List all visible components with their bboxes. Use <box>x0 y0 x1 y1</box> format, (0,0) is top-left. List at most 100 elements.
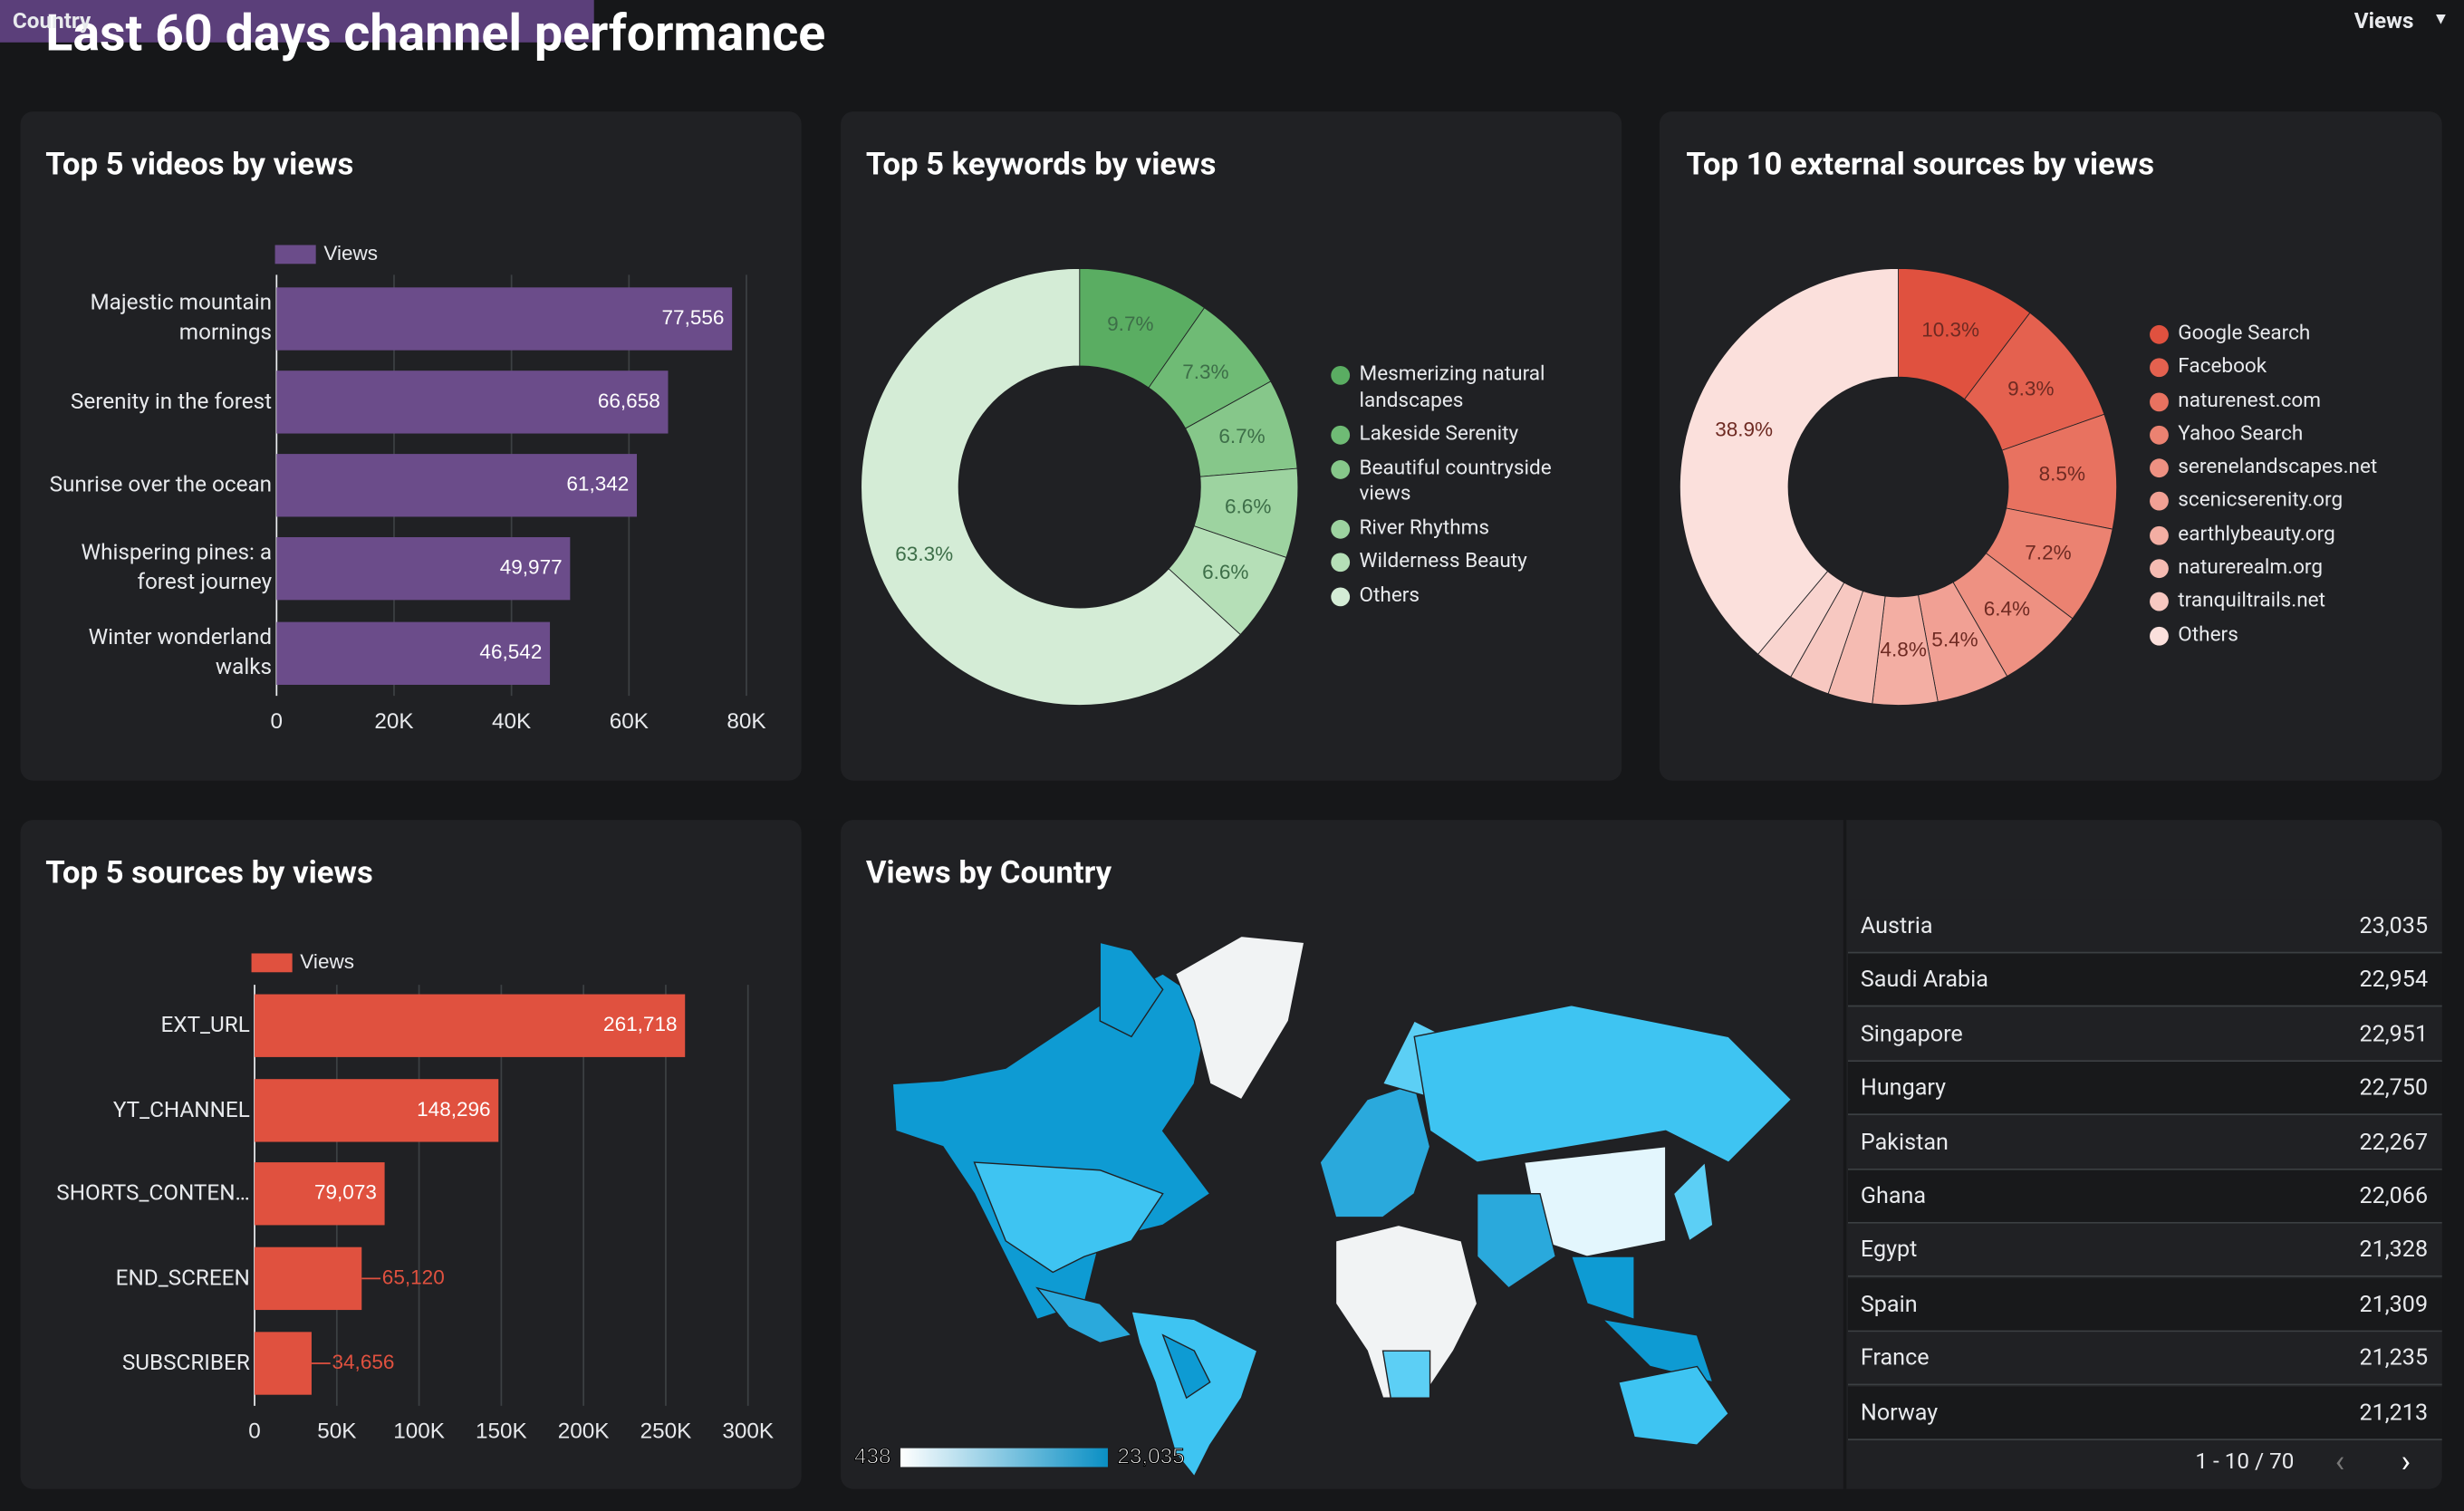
cell: 22,267 <box>2359 1128 2429 1156</box>
legend-swatch <box>1331 519 1351 538</box>
data-label: 63.3% <box>895 543 953 565</box>
data-label: 61,342 <box>566 473 629 496</box>
cell: 22,951 <box>2359 1020 2429 1048</box>
color-scale <box>900 1448 1108 1468</box>
bar <box>276 454 638 517</box>
legend-label: Lakeside Serenity <box>1359 422 1519 447</box>
data-label: 65,120 <box>382 1266 445 1288</box>
data-label: 261,718 <box>603 1013 677 1035</box>
bar <box>255 1332 312 1395</box>
legend-label: tranquiltrails.net <box>2178 589 2325 613</box>
legend-item: naturenest.com <box>2150 389 2417 415</box>
legend-swatch <box>1331 586 1351 606</box>
bar <box>276 536 571 601</box>
legend-label: serenelandscapes.net <box>2178 456 2378 480</box>
legend-swatch <box>2150 425 2169 445</box>
sort-icon[interactable]: ▾ <box>2436 7 2446 29</box>
map-title: Views by Country <box>865 852 1112 891</box>
chart-title: Top 5 keywords by views <box>865 144 1217 183</box>
table-row: Austria 23,035 <box>1848 900 2442 954</box>
data-label: 9.3% <box>2007 378 2054 400</box>
cell: Egypt <box>1860 1237 1918 1264</box>
x-tick-label: 40K <box>492 709 531 734</box>
legend-item: Beautiful countryside views <box>1331 457 1566 508</box>
column-header: Views <box>2353 9 2414 35</box>
cell: 21,235 <box>2359 1344 2429 1372</box>
scale-max-label: 23,035 <box>1117 1444 1184 1468</box>
data-label: 6.7% <box>1218 425 1265 448</box>
legend: Google Search Facebook naturenest.com Yahoo… <box>2150 322 2417 649</box>
legend-item: Others <box>1331 583 1566 610</box>
legend-swatch <box>2150 391 2169 411</box>
table-row: Singapore 22,951 <box>1848 1007 2442 1062</box>
cell: France <box>1860 1344 1930 1372</box>
legend-label: Wilderness Beauty <box>1359 549 1527 573</box>
bar <box>276 371 669 434</box>
column-header: Country <box>12 9 91 35</box>
chart-title: Top 10 external sources by views <box>1686 144 2155 183</box>
table-row: Norway 21,213 <box>1848 1386 2442 1440</box>
cell: Saudi Arabia <box>1860 967 1988 994</box>
x-tick-label: 250K <box>640 1420 692 1444</box>
legend-swatch <box>2150 358 2169 378</box>
legend-label: earthlybeauty.org <box>2178 523 2335 547</box>
legend-item: tranquiltrails.net <box>2150 590 2417 616</box>
next-page[interactable]: › <box>2401 1441 2411 1480</box>
bar <box>255 1079 499 1142</box>
cell: 21,328 <box>2359 1237 2429 1264</box>
legend-item: scenicserenity.org <box>2150 489 2417 515</box>
legend-item: naturerealm.org <box>2150 556 2417 582</box>
legend-swatch <box>2150 559 2169 579</box>
cell: Spain <box>1860 1290 1918 1318</box>
y-tick-label: EXT_URL <box>160 1012 250 1038</box>
legend-item: Wilderness Beauty <box>1331 550 1566 576</box>
data-label: 46,542 <box>479 640 542 663</box>
legend-label: Views <box>323 242 378 265</box>
y-tick-label: Sunrise over the ocean <box>49 472 273 497</box>
world-map <box>891 935 1793 1478</box>
y-tick-label: SHORTS_CONTEN… <box>56 1180 250 1206</box>
table-row: Pakistan 22,267 <box>1848 1116 2442 1170</box>
data-label: 6.6% <box>1202 561 1248 583</box>
y-tick-label: Winter wonderland walks <box>88 625 273 680</box>
legend-item: Yahoo Search <box>2150 422 2417 448</box>
cell: Austria <box>1860 912 1933 939</box>
legend-item: Lakeside Serenity <box>1331 422 1566 448</box>
cell: 21,213 <box>2359 1399 2429 1426</box>
cell: 22,750 <box>2359 1074 2429 1102</box>
table-row: France 21,235 <box>1848 1332 2442 1386</box>
donut-slice <box>1680 268 1899 655</box>
legend-swatch <box>2150 324 2169 344</box>
legend-item: Facebook <box>2150 355 2417 381</box>
bar <box>255 994 686 1057</box>
legend-label: Beautiful countryside views <box>1359 456 1552 506</box>
x-tick-label: 150K <box>476 1420 527 1444</box>
legend-label: Facebook <box>2178 355 2267 380</box>
bar <box>276 621 551 685</box>
data-label: 77,556 <box>662 306 725 329</box>
y-tick-label: Whispering pines: a forest journey <box>81 540 273 596</box>
cell: 21,309 <box>2359 1290 2429 1318</box>
table-row: Spain 21,309 <box>1848 1278 2442 1332</box>
bar <box>255 1162 385 1226</box>
legend-label: Google Search <box>2178 322 2311 346</box>
cell: 22,954 <box>2359 967 2429 994</box>
prev-page[interactable]: ‹ <box>2334 1441 2345 1480</box>
x-tick-label: 20K <box>374 709 413 734</box>
cell: Singapore <box>1860 1020 1963 1048</box>
donut-slice <box>861 268 1241 706</box>
table-row: Saudi Arabia 22,954 <box>1848 954 2442 1008</box>
data-label: 6.6% <box>1225 495 1271 517</box>
legend-swatch <box>2150 458 2169 478</box>
legend: Mesmerizing natural landscapes Lakeside S… <box>1331 363 1566 610</box>
bar <box>255 1246 362 1311</box>
table-row: Egypt 21,328 <box>1848 1224 2442 1278</box>
legend-swatch <box>1331 459 1351 478</box>
legend-item: River Rhythms <box>1331 516 1566 543</box>
x-tick-label: 0 <box>271 709 284 734</box>
cell: 23,035 <box>2359 912 2429 939</box>
page-title: Last 60 days channel performance <box>45 3 826 63</box>
x-tick-label: 100K <box>393 1420 445 1444</box>
cell: Hungary <box>1860 1074 1947 1102</box>
